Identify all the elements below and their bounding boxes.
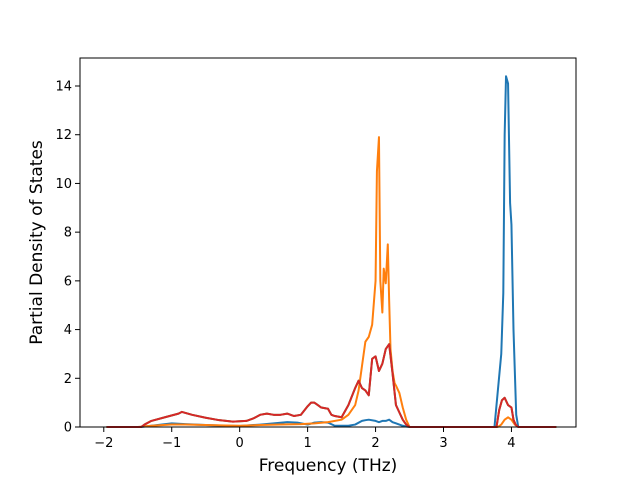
x-tick-label: 2 [371,436,379,451]
y-tick-label: 12 [55,128,72,143]
x-tick-label: 0 [236,436,244,451]
y-axis-ticks: 0 2 4 6 8 10 12 14 [55,80,80,436]
series-line-4 [106,343,557,428]
y-tick-label: 2 [64,372,72,387]
y-tick-label: 10 [55,177,72,192]
y-tick-label: 6 [64,274,72,289]
x-tick-label: −1 [162,436,181,451]
y-tick-label: 14 [55,80,72,95]
x-tick-label: −2 [94,436,113,451]
x-axis-ticks: −2 −1 0 1 2 3 4 [94,427,516,451]
y-tick-label: 8 [64,226,72,241]
y-tick-label: 0 [64,421,72,436]
x-tick-label: 3 [439,436,447,451]
plot-frame [79,57,577,428]
y-tick-label: 4 [64,323,72,338]
x-tick-label: 4 [507,436,515,451]
x-axis-label: Frequency (THz) [259,456,398,476]
y-axis-label: Partial Density of States [27,140,47,345]
x-tick-label: 1 [303,436,311,451]
